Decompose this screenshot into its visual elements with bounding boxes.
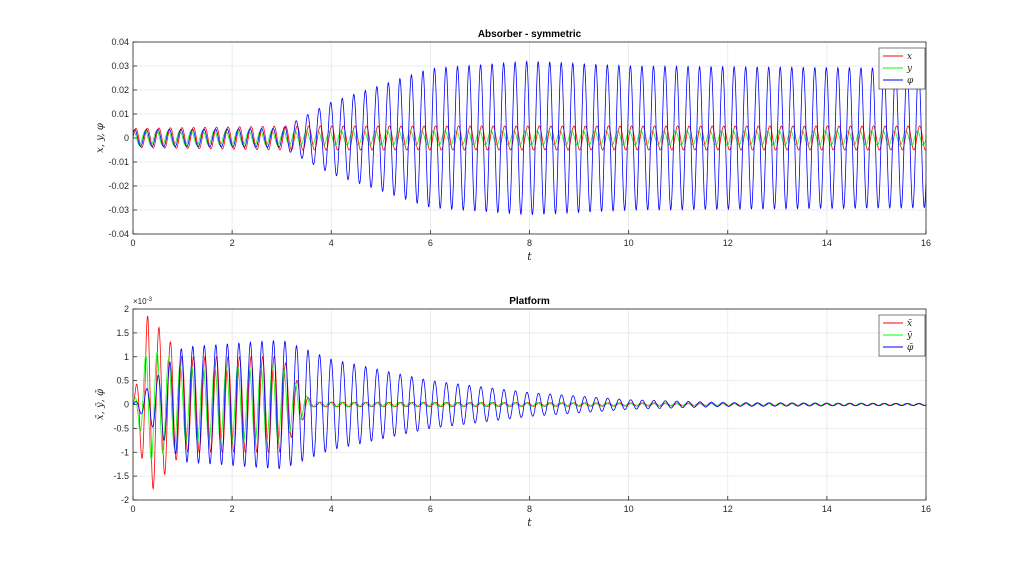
y-tick-label: 0 — [124, 400, 129, 410]
x-tick-label: 4 — [329, 504, 334, 514]
legend-entry: x — [907, 52, 912, 62]
x-tick-label: 2 — [230, 504, 235, 514]
y-tick-label: 1 — [124, 352, 129, 362]
y-axis-label: x, y, φ — [95, 123, 106, 153]
x-tick-label: 8 — [527, 504, 532, 514]
x-tick-label: 16 — [921, 504, 931, 514]
y-tick-label: 0.03 — [111, 61, 129, 71]
chart-title: Absorber - symmetric — [478, 29, 582, 40]
x-axis-label: t — [527, 250, 532, 263]
series-line — [133, 60, 926, 216]
series-line — [133, 351, 926, 461]
x-tick-label: 6 — [428, 504, 433, 514]
y-tick-label: -2 — [121, 495, 129, 505]
x-tick-label: 0 — [130, 238, 135, 248]
legend: xyφ — [878, 47, 926, 90]
y-tick-label: 2 — [124, 304, 129, 314]
y-tick-label: 0 — [124, 133, 129, 143]
x-tick-label: 10 — [624, 504, 634, 514]
y-tick-label: -0.5 — [113, 423, 129, 433]
y-tick-label: 0.04 — [111, 37, 129, 47]
y-tick-label: 0.5 — [116, 376, 129, 386]
x-tick-label: 6 — [428, 238, 433, 248]
x-tick-label: 16 — [921, 238, 931, 248]
x-tick-label: 14 — [822, 504, 832, 514]
y-axis-multiplier: ×10-3 — [133, 297, 153, 306]
series-line — [133, 340, 926, 470]
legend-entry: ȳ — [906, 331, 913, 341]
y-tick-label: 1.5 — [116, 328, 129, 338]
y-tick-label: -1.5 — [113, 471, 129, 481]
y-tick-label: -0.04 — [108, 229, 129, 239]
y-tick-label: -0.02 — [108, 181, 129, 191]
chart-1: 0 2 4 6 8 10 12 14 16 -0.04 -0.03 -0.02 -0.01 0 0.01 0.… — [95, 29, 931, 263]
x-axis-label: t — [527, 516, 532, 529]
legend: x̄ ȳ φ̄ — [878, 314, 926, 357]
y-tick-label: -0.01 — [108, 157, 129, 167]
x-tick-label: 14 — [822, 238, 832, 248]
x-tick-label: 2 — [230, 238, 235, 248]
legend-entry: y — [906, 64, 913, 74]
chart-title: Platform — [509, 296, 550, 307]
x-tick-label: 0 — [130, 504, 135, 514]
x-tick-label: 8 — [527, 238, 532, 248]
x-tick-label: 12 — [723, 238, 733, 248]
y-tick-label: 0.01 — [111, 109, 129, 119]
legend-entry: x̄ — [907, 319, 912, 329]
x-tick-label: 10 — [624, 238, 634, 248]
chart-2: 0 2 4 6 8 10 12 14 16 -2 -1.5 -1 -0.5 0 0.5 1 1.5 2 Platfo… — [95, 296, 931, 529]
x-tick-label: 4 — [329, 238, 334, 248]
axes-box — [132, 41, 927, 235]
y-tick-label: 0.02 — [111, 85, 129, 95]
y-axis-label: x̄, ȳ, φ̄ — [95, 389, 106, 420]
y-tick-label: -1 — [121, 447, 129, 457]
legend-entry: φ — [907, 76, 914, 86]
y-tick-label: -0.03 — [108, 205, 129, 215]
legend-entry: φ̄ — [907, 343, 914, 353]
axes-box — [132, 308, 927, 501]
x-tick-label: 12 — [723, 504, 733, 514]
